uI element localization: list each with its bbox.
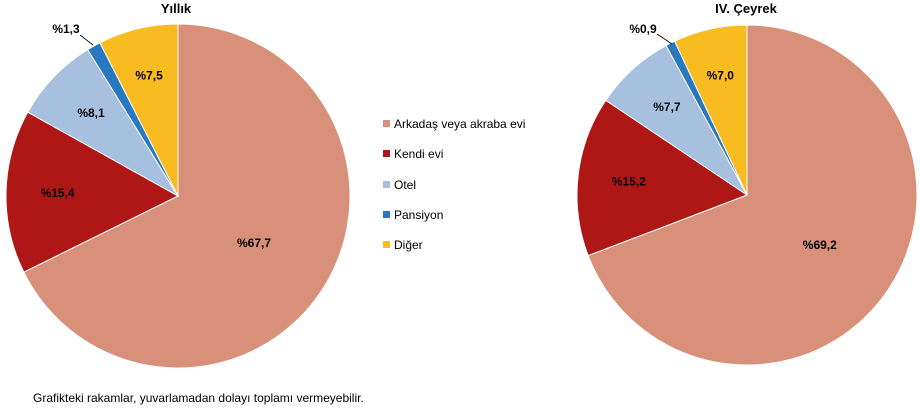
legend-item-otel: Otel [383,178,416,192]
leader-line [656,33,673,45]
slice-value-label: %15,4 [41,186,75,200]
legend-swatch [383,241,390,248]
pie-chart-annual: Yıllık %67,7 %15,4 %8,1 %1,3 %7,5 [5,1,351,369]
pie-slice-4 [673,24,748,196]
legend-swatch [383,211,390,218]
slice-value-label: %7,7 [653,100,681,114]
slice-value-label: %67,7 [237,236,271,250]
footnote: Grafikteki rakamlar, yuvarlamadan dolayı… [33,391,364,405]
legend-item-arkadas: Arkadaş veya akraba evi [383,117,525,131]
legend-item-diger: Diğer [383,238,423,252]
pie-slice-2 [27,48,180,198]
pie-slice-4 [99,23,179,197]
legend-item-pansiyon: Pansiyon [383,208,443,222]
pie-title-annual: Yıllık [161,1,192,16]
pie-title-quarter: IV. Çeyrek [715,1,777,16]
legend-swatch [383,120,390,127]
leader-line [79,34,94,46]
legend-swatch [383,181,390,188]
pie-labels-quarter: %69,2 %15,2 %7,7 %0,9 %7,0 [612,22,837,252]
pie-slices-quarter [576,24,918,366]
pie-slice-1 [576,99,749,257]
slice-value-label: %15,2 [612,175,646,189]
slice-value-label: %69,2 [803,238,837,252]
pie-slices-annual [5,23,351,369]
pie-slice-0 [23,23,351,369]
pie-labels-annual: %67,7 %15,4 %8,1 %1,3 %7,5 [41,22,272,250]
slice-value-label: %1,3 [52,22,80,36]
legend-label: Otel [394,178,416,192]
pie-slice-1 [5,111,180,273]
legend-label: Pansiyon [394,208,443,222]
legend-label: Arkadaş veya akraba evi [394,117,525,131]
pie-chart-quarter: IV. Çeyrek %69,2 %15,2 %7,7 %0,9 %7,0 [576,1,918,366]
legend-swatch [383,150,390,157]
slice-value-label: %7,5 [135,69,163,83]
legend-item-kendi: Kendi evi [383,147,443,161]
slice-value-label: %0,9 [629,22,657,36]
slice-value-label: %8,1 [77,106,105,120]
pie-slice-0 [587,24,918,366]
slice-value-label: %7,0 [707,69,735,83]
legend-label: Diğer [394,238,423,252]
legend-label: Kendi evi [394,147,443,161]
chart-legend: Arkadaş veya akraba evi Kendi evi Otel P… [383,117,525,252]
